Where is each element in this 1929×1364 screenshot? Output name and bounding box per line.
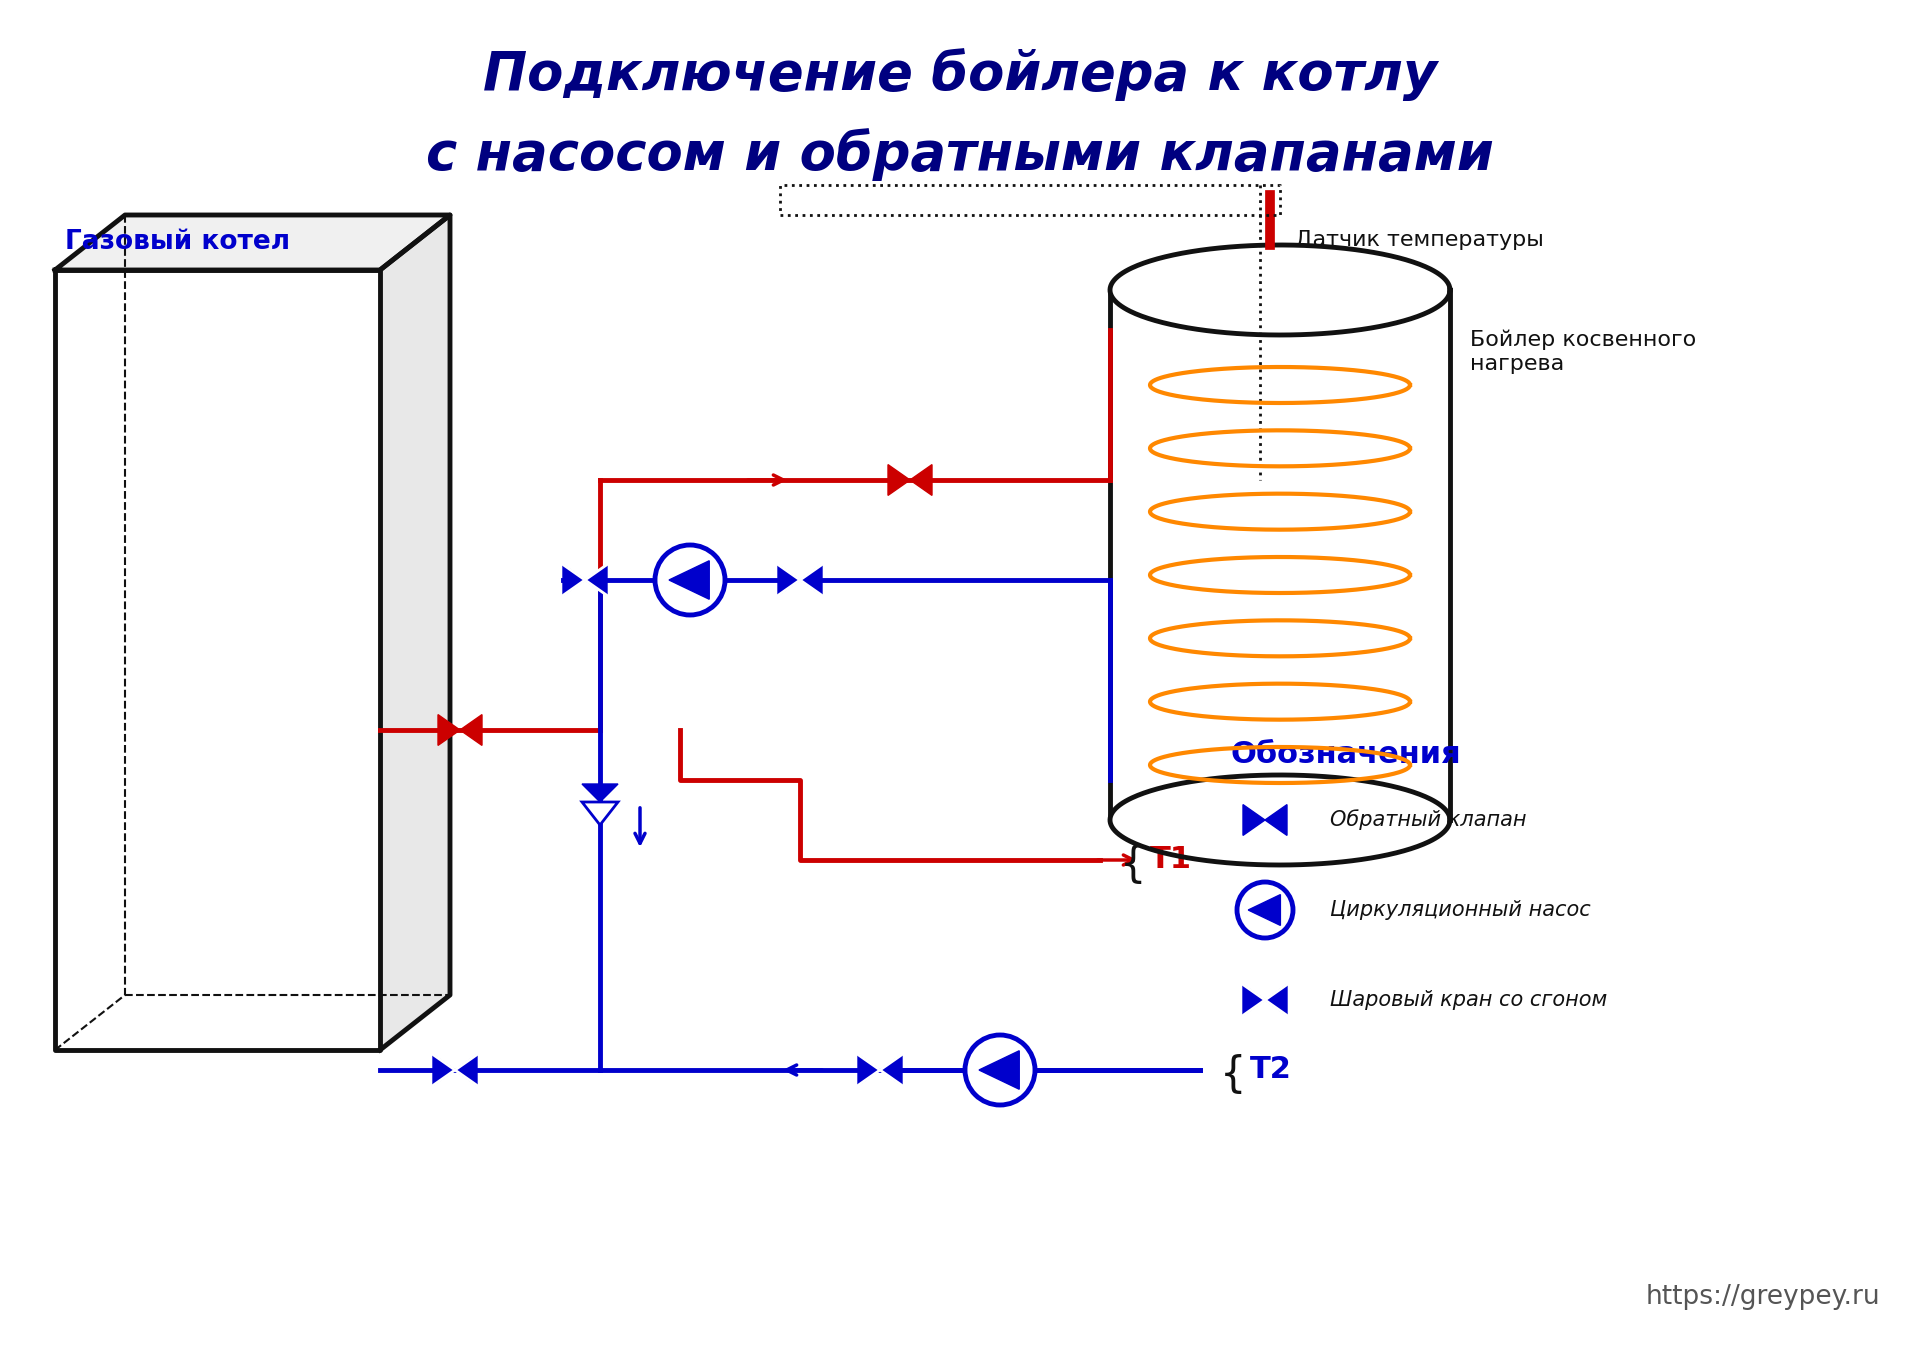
Polygon shape [887,465,910,495]
Text: Т2: Т2 [1250,1056,1292,1084]
Text: {: { [1219,1054,1246,1097]
Polygon shape [1109,291,1451,865]
Polygon shape [669,561,710,599]
Text: с насосом и обратными клапанами: с насосом и обратными клапанами [426,128,1493,181]
Text: Подключение бойлера к котлу: Подключение бойлера к котлу [482,49,1437,101]
Polygon shape [583,784,617,802]
Circle shape [1236,883,1292,938]
Text: Обратный клапан: Обратный клапан [1329,810,1526,831]
Polygon shape [801,565,822,596]
Polygon shape [880,1054,903,1086]
Polygon shape [1265,985,1287,1015]
Polygon shape [455,1054,476,1086]
Polygon shape [56,216,449,270]
Circle shape [656,546,725,615]
Text: Датчик температуры: Датчик температуры [1294,231,1543,250]
Text: Газовый котел: Газовый котел [66,229,289,255]
Text: Циркуляционный насос: Циркуляционный насос [1329,900,1591,919]
Text: Бойлер косвенного
нагрева: Бойлер косвенного нагрева [1470,330,1696,374]
Text: Обозначения: Обозначения [1231,741,1460,769]
Polygon shape [980,1050,1019,1090]
Text: Шаровый кран со сгоном: Шаровый кран со сгоном [1329,990,1607,1009]
Polygon shape [1242,805,1265,835]
Polygon shape [584,565,608,596]
Polygon shape [583,802,617,825]
Polygon shape [1248,895,1281,925]
Polygon shape [438,715,459,745]
Polygon shape [910,465,932,495]
Polygon shape [777,565,801,596]
Circle shape [964,1035,1036,1105]
Polygon shape [563,565,584,596]
Polygon shape [1109,775,1451,865]
Polygon shape [1265,805,1287,835]
Polygon shape [380,216,449,1050]
Polygon shape [858,1054,880,1086]
Polygon shape [1242,985,1265,1015]
Polygon shape [432,1054,455,1086]
Text: https://greypey.ru: https://greypey.ru [1645,1284,1881,1309]
Polygon shape [1109,246,1451,336]
Text: {: { [1121,844,1146,887]
Polygon shape [459,715,482,745]
Text: Т1: Т1 [1150,846,1192,874]
